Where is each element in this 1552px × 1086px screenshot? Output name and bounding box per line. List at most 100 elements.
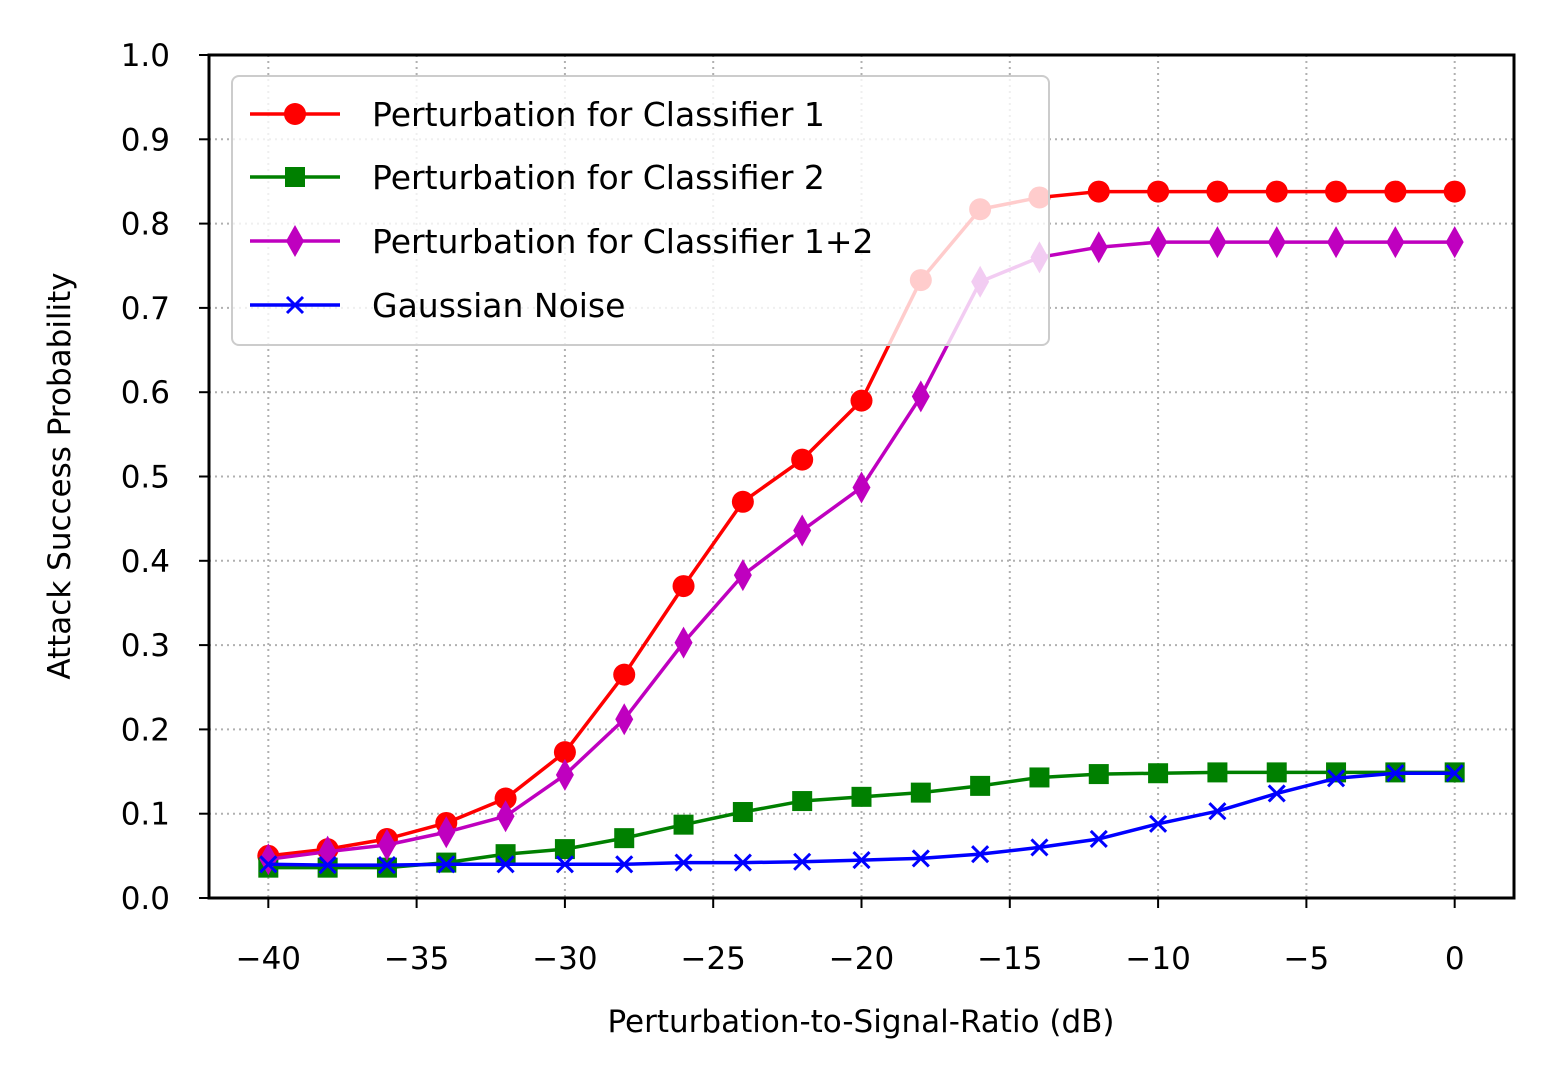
data-point-stroke bbox=[733, 853, 752, 872]
data-point bbox=[553, 741, 576, 764]
data-point bbox=[673, 814, 694, 835]
y-tick-label: 0.4 bbox=[121, 544, 170, 580]
legend-item: Perturbation for Classifier 1 bbox=[250, 95, 825, 134]
legend-marker-stroke bbox=[285, 295, 305, 315]
y-tick-label: 0.7 bbox=[121, 291, 170, 327]
data-point-stroke bbox=[1326, 769, 1346, 788]
data-point bbox=[1265, 180, 1288, 203]
x-tick-label: 0 bbox=[1445, 941, 1465, 977]
y-tick-label: 0.2 bbox=[121, 712, 170, 748]
data-point-stroke bbox=[1030, 838, 1049, 857]
y-tick-label: 0.8 bbox=[121, 207, 170, 243]
legend-label: Perturbation for Classifier 1 bbox=[372, 95, 825, 134]
data-point bbox=[732, 802, 753, 823]
legend-marker bbox=[284, 103, 306, 125]
data-point bbox=[1326, 769, 1346, 788]
data-point bbox=[852, 471, 871, 504]
data-point bbox=[615, 703, 634, 736]
series-layer bbox=[257, 180, 1466, 878]
data-point-stroke bbox=[377, 856, 397, 875]
data-point bbox=[851, 786, 872, 807]
data-point bbox=[971, 845, 990, 864]
data-point bbox=[1267, 226, 1286, 259]
data-point bbox=[672, 575, 695, 598]
data-point bbox=[318, 856, 337, 875]
data-point bbox=[437, 855, 456, 874]
data-point bbox=[733, 853, 752, 872]
data-point bbox=[674, 626, 693, 659]
data-point-stroke bbox=[496, 855, 515, 874]
data-point bbox=[259, 855, 278, 874]
data-point bbox=[1089, 829, 1108, 849]
axis-ticks: −40 −35 −30 −25 −20 −15 −10 −5 0 0.0 0.1 0.2 0.3 0.4 0… bbox=[121, 38, 1465, 977]
legend-item: Gaussian Noise bbox=[250, 286, 625, 325]
data-point bbox=[911, 380, 930, 413]
data-point bbox=[555, 758, 574, 791]
data-point bbox=[613, 663, 636, 686]
data-point bbox=[1148, 763, 1169, 784]
legend-marker bbox=[285, 295, 305, 315]
y-tick-label: 0.0 bbox=[121, 881, 170, 917]
y-tick-label: 0.1 bbox=[121, 797, 170, 833]
series-4 bbox=[259, 764, 1464, 875]
data-point-stroke bbox=[1208, 802, 1227, 821]
data-point-stroke bbox=[852, 851, 871, 870]
x-axis-label: Perturbation-to-Signal-Ratio (dB) bbox=[607, 1004, 1114, 1040]
data-point bbox=[495, 844, 516, 865]
legend-label: Gaussian Noise bbox=[372, 286, 625, 325]
data-point-stroke bbox=[615, 855, 634, 874]
data-point bbox=[376, 857, 397, 878]
data-point-stroke bbox=[437, 855, 456, 874]
x-tick-label: −40 bbox=[236, 941, 301, 977]
x-tick-label: −25 bbox=[680, 941, 745, 977]
data-point bbox=[494, 787, 517, 810]
data-point bbox=[615, 855, 634, 874]
legend-marker bbox=[286, 225, 304, 257]
data-point bbox=[496, 855, 515, 874]
data-point bbox=[793, 852, 812, 871]
data-point bbox=[1327, 226, 1346, 259]
data-point bbox=[496, 800, 515, 833]
data-point bbox=[377, 828, 396, 861]
x-tick-label: −15 bbox=[977, 941, 1042, 977]
data-point-stroke bbox=[911, 849, 930, 868]
x-tick-label: −10 bbox=[1125, 941, 1190, 977]
data-point bbox=[970, 775, 991, 796]
x-tick-label: −5 bbox=[1284, 941, 1330, 977]
data-point bbox=[1029, 767, 1050, 788]
data-point-stroke bbox=[1089, 829, 1108, 849]
x-tick-label: −35 bbox=[384, 941, 449, 977]
data-point bbox=[1208, 802, 1227, 821]
data-point bbox=[1443, 180, 1466, 203]
data-point bbox=[1267, 784, 1286, 803]
data-point bbox=[733, 559, 752, 592]
data-point-stroke bbox=[1386, 764, 1405, 783]
x-tick-label: −20 bbox=[829, 941, 894, 977]
data-point bbox=[1445, 764, 1464, 783]
data-point-stroke bbox=[318, 856, 337, 875]
legend-label: Perturbation for Classifier 1+2 bbox=[372, 222, 874, 261]
data-point bbox=[793, 514, 812, 547]
data-point-stroke bbox=[674, 853, 693, 872]
data-point-stroke bbox=[971, 845, 990, 864]
data-point bbox=[317, 857, 338, 878]
data-point bbox=[1147, 180, 1170, 203]
data-point bbox=[1386, 764, 1405, 783]
data-point bbox=[910, 782, 931, 803]
x-tick-label: −30 bbox=[532, 941, 597, 977]
data-point bbox=[852, 851, 871, 870]
data-point bbox=[792, 791, 813, 812]
legend-label: Perturbation for Classifier 2 bbox=[372, 158, 825, 197]
data-point bbox=[1207, 762, 1228, 783]
data-point bbox=[554, 839, 575, 860]
y-tick-label: 0.3 bbox=[121, 628, 170, 664]
data-point bbox=[674, 853, 693, 872]
data-point-stroke bbox=[1149, 814, 1168, 833]
data-point-stroke bbox=[555, 855, 574, 874]
y-tick-label: 0.6 bbox=[121, 375, 170, 411]
data-point bbox=[850, 389, 873, 412]
data-point-stroke bbox=[793, 852, 812, 871]
data-point bbox=[1445, 226, 1464, 259]
